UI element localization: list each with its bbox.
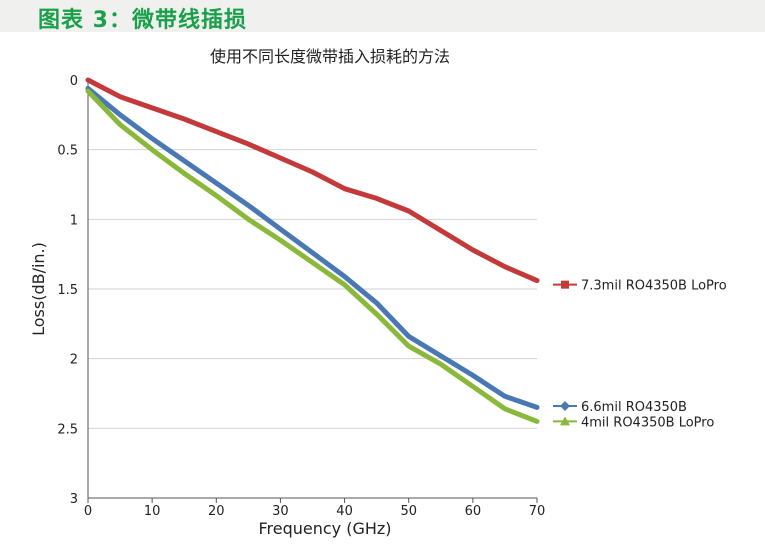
figure-caption: 图表 3：微带线插损 (38, 8, 247, 33)
chart-title: 使用不同长度微带插入损耗的方法 (210, 47, 450, 66)
y-ticks: 0 0.5 1 1.5 2 2.5 3 (57, 74, 78, 507)
legend-label: 6.6mil RO4350B (581, 400, 687, 415)
y-axis-label: Loss(dB/in.) (29, 242, 48, 336)
series-line-2 (85, 85, 540, 410)
x-tick-label: 50 (400, 504, 417, 519)
x-ticks: 0 10 20 30 40 50 60 70 (84, 498, 545, 519)
caption-bar: 图表 3：微带线插损 (0, 0, 765, 33)
x-tick-label: 70 (529, 504, 546, 519)
x-axis-label: Frequency (GHz) (258, 519, 391, 538)
series-line-3 (85, 88, 540, 424)
y-tick-label: 0 (70, 74, 78, 89)
y-tick-label: 1 (70, 213, 78, 228)
y-tick-label: 1.5 (57, 283, 78, 298)
series-lines (85, 77, 540, 424)
legend-marker (561, 280, 569, 289)
grid (88, 149, 537, 429)
legend-label: 4mil RO4350B LoPro (581, 415, 714, 430)
y-tick-label: 2.5 (57, 422, 78, 437)
x-tick-label: 20 (208, 504, 225, 519)
x-tick-label: 10 (144, 504, 161, 519)
legend-label: 7.3mil RO4350B LoPro (581, 279, 727, 294)
series-line-1 (85, 77, 540, 284)
x-tick-label: 0 (84, 504, 92, 519)
x-tick-label: 30 (272, 504, 289, 519)
legend-marker (560, 401, 570, 412)
y-tick-label: 2 (70, 353, 78, 368)
y-tick-label: 3 (70, 492, 78, 507)
legend-marker (560, 416, 570, 426)
x-tick-label: 40 (336, 504, 353, 519)
y-tick-label: 0.5 (57, 144, 78, 159)
x-tick-label: 60 (465, 504, 482, 519)
